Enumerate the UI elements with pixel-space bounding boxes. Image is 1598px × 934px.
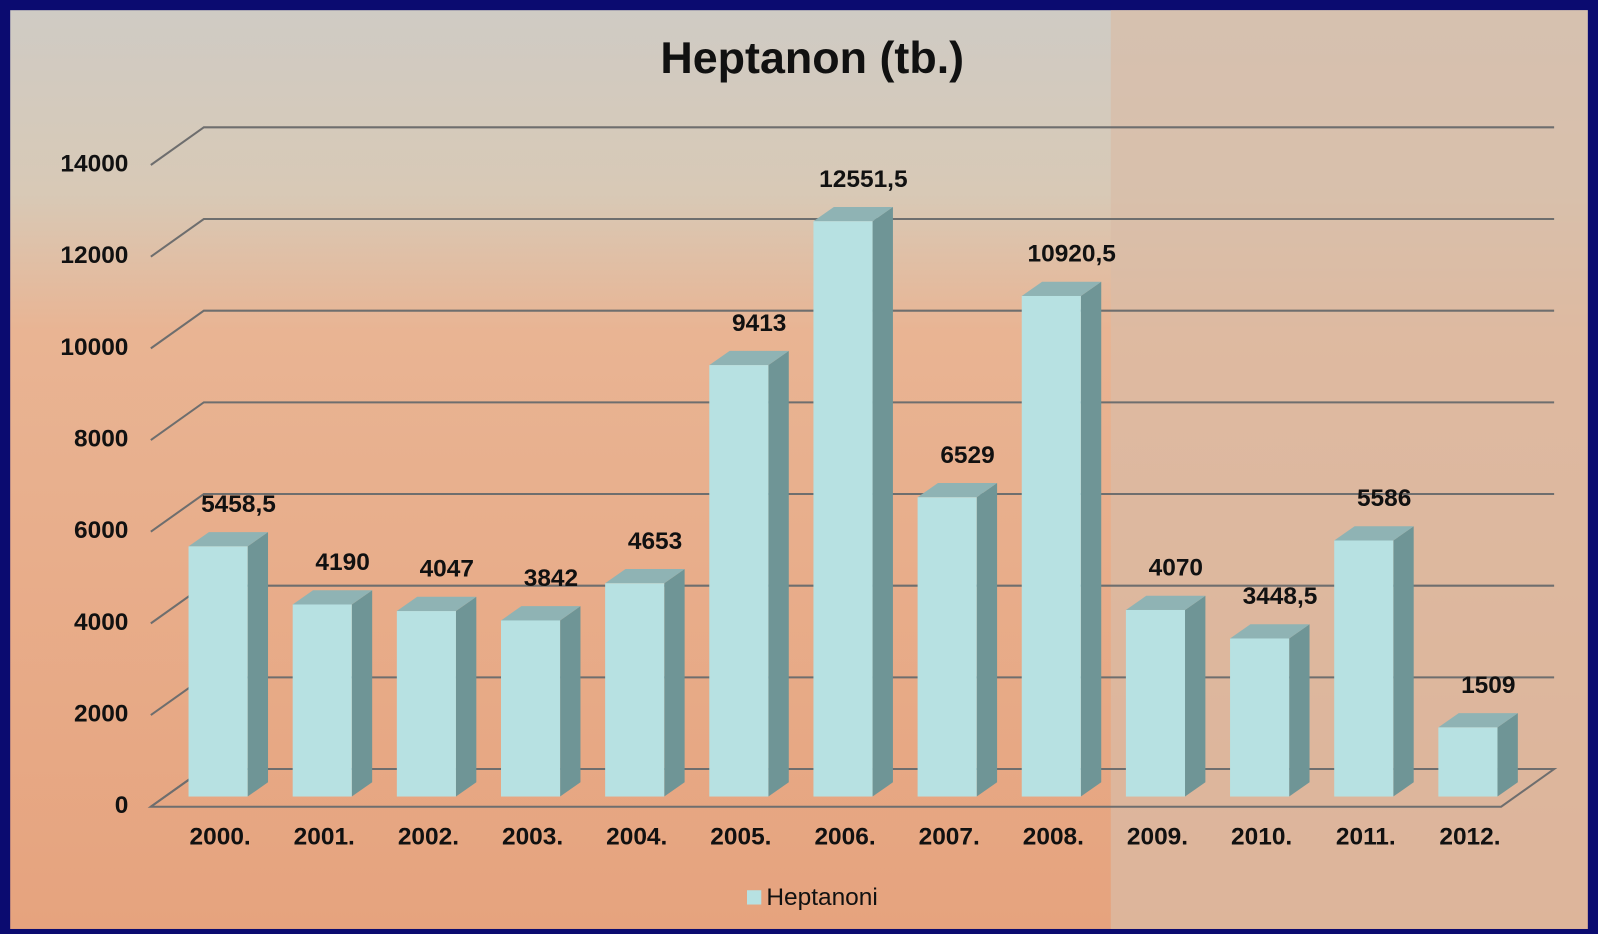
value-label: 1509 — [1461, 672, 1515, 699]
bar-front — [1022, 296, 1081, 797]
bar-side — [1393, 526, 1413, 796]
value-label: 9413 — [732, 310, 786, 337]
bar — [1230, 624, 1309, 796]
bar-side — [1185, 596, 1205, 797]
chart-title: Heptanon (tb.) — [660, 33, 964, 83]
bar — [1438, 713, 1517, 796]
bar-side — [560, 606, 580, 796]
x-tick-label: 2008. — [1023, 824, 1084, 851]
value-label: 5458,5 — [201, 491, 276, 518]
bar-side — [664, 569, 684, 797]
y-tick-label: 4000 — [74, 609, 128, 636]
value-label: 4070 — [1149, 555, 1203, 582]
y-tick-label: 10000 — [60, 334, 128, 361]
value-label: 4653 — [628, 528, 682, 555]
bar-front — [397, 611, 456, 797]
value-label: 3842 — [524, 565, 578, 592]
bar-front — [813, 221, 872, 796]
x-tick-label: 2007. — [919, 824, 980, 851]
bar-front — [1126, 610, 1185, 797]
bar-front — [1334, 540, 1393, 796]
x-tick-label: 2006. — [814, 824, 875, 851]
bar — [918, 483, 997, 797]
bar — [189, 532, 268, 796]
value-label: 3448,5 — [1243, 583, 1318, 610]
bar-front — [1230, 638, 1289, 796]
value-label: 12551,5 — [819, 166, 907, 193]
bar — [293, 590, 372, 796]
value-label: 6529 — [940, 442, 994, 469]
y-tick-label: 14000 — [60, 150, 128, 177]
x-tick-label: 2009. — [1127, 824, 1188, 851]
y-tick-label: 12000 — [60, 242, 128, 269]
bar-side — [768, 351, 788, 797]
page: Heptanon (tb.) 0 2000 4000 6000 8000 10000 120… — [0, 0, 1598, 929]
x-tick-label: 2004. — [606, 824, 667, 851]
bar — [1126, 596, 1205, 797]
x-tick-label: 2011. — [1336, 824, 1396, 851]
bar — [397, 597, 476, 797]
x-tick-label: 2000. — [190, 824, 251, 851]
bar-side — [1497, 713, 1517, 796]
bar-front — [605, 583, 664, 796]
x-tick-label: 2001. — [294, 824, 355, 851]
y-tick-label: 8000 — [74, 425, 128, 452]
value-label: 4190 — [315, 549, 369, 576]
bar-front — [1438, 727, 1497, 796]
plot: Heptanon (tb.) 0 2000 4000 6000 8000 10000 120… — [10, 10, 1588, 929]
y-tick-label: 0 — [115, 792, 129, 819]
bar — [813, 207, 892, 797]
bar-side — [1289, 624, 1309, 796]
bar-side — [873, 207, 893, 797]
value-label: 5586 — [1357, 485, 1411, 512]
bar-front — [501, 620, 560, 796]
x-tick-label: 2002. — [398, 824, 459, 851]
bar-side — [977, 483, 997, 797]
legend-swatch — [747, 890, 761, 904]
bar — [605, 569, 684, 797]
bar-front — [918, 497, 977, 796]
value-label: 10920,5 — [1028, 241, 1116, 268]
bar — [1022, 282, 1101, 797]
bar-front — [189, 546, 248, 796]
bar-side — [248, 532, 268, 796]
y-tick-label: 6000 — [74, 517, 128, 544]
bar — [709, 351, 788, 797]
value-label: 4047 — [420, 556, 474, 583]
legend-label: Heptanoni — [766, 884, 877, 911]
bar-front — [709, 365, 768, 796]
x-tick-label: 2010. — [1231, 824, 1292, 851]
bar — [1334, 526, 1413, 796]
bar-front — [293, 604, 352, 796]
x-tick-label: 2003. — [502, 824, 563, 851]
bar-side — [1081, 282, 1101, 797]
x-tick-label: 2012. — [1439, 824, 1500, 851]
chart: Heptanon (tb.) 0 2000 4000 6000 8000 10000 120… — [0, 0, 1598, 929]
x-tick-label: 2005. — [710, 824, 771, 851]
bar-side — [456, 597, 476, 797]
y-tick-label: 2000 — [74, 701, 128, 728]
bar — [501, 606, 580, 796]
bar-side — [352, 590, 372, 796]
